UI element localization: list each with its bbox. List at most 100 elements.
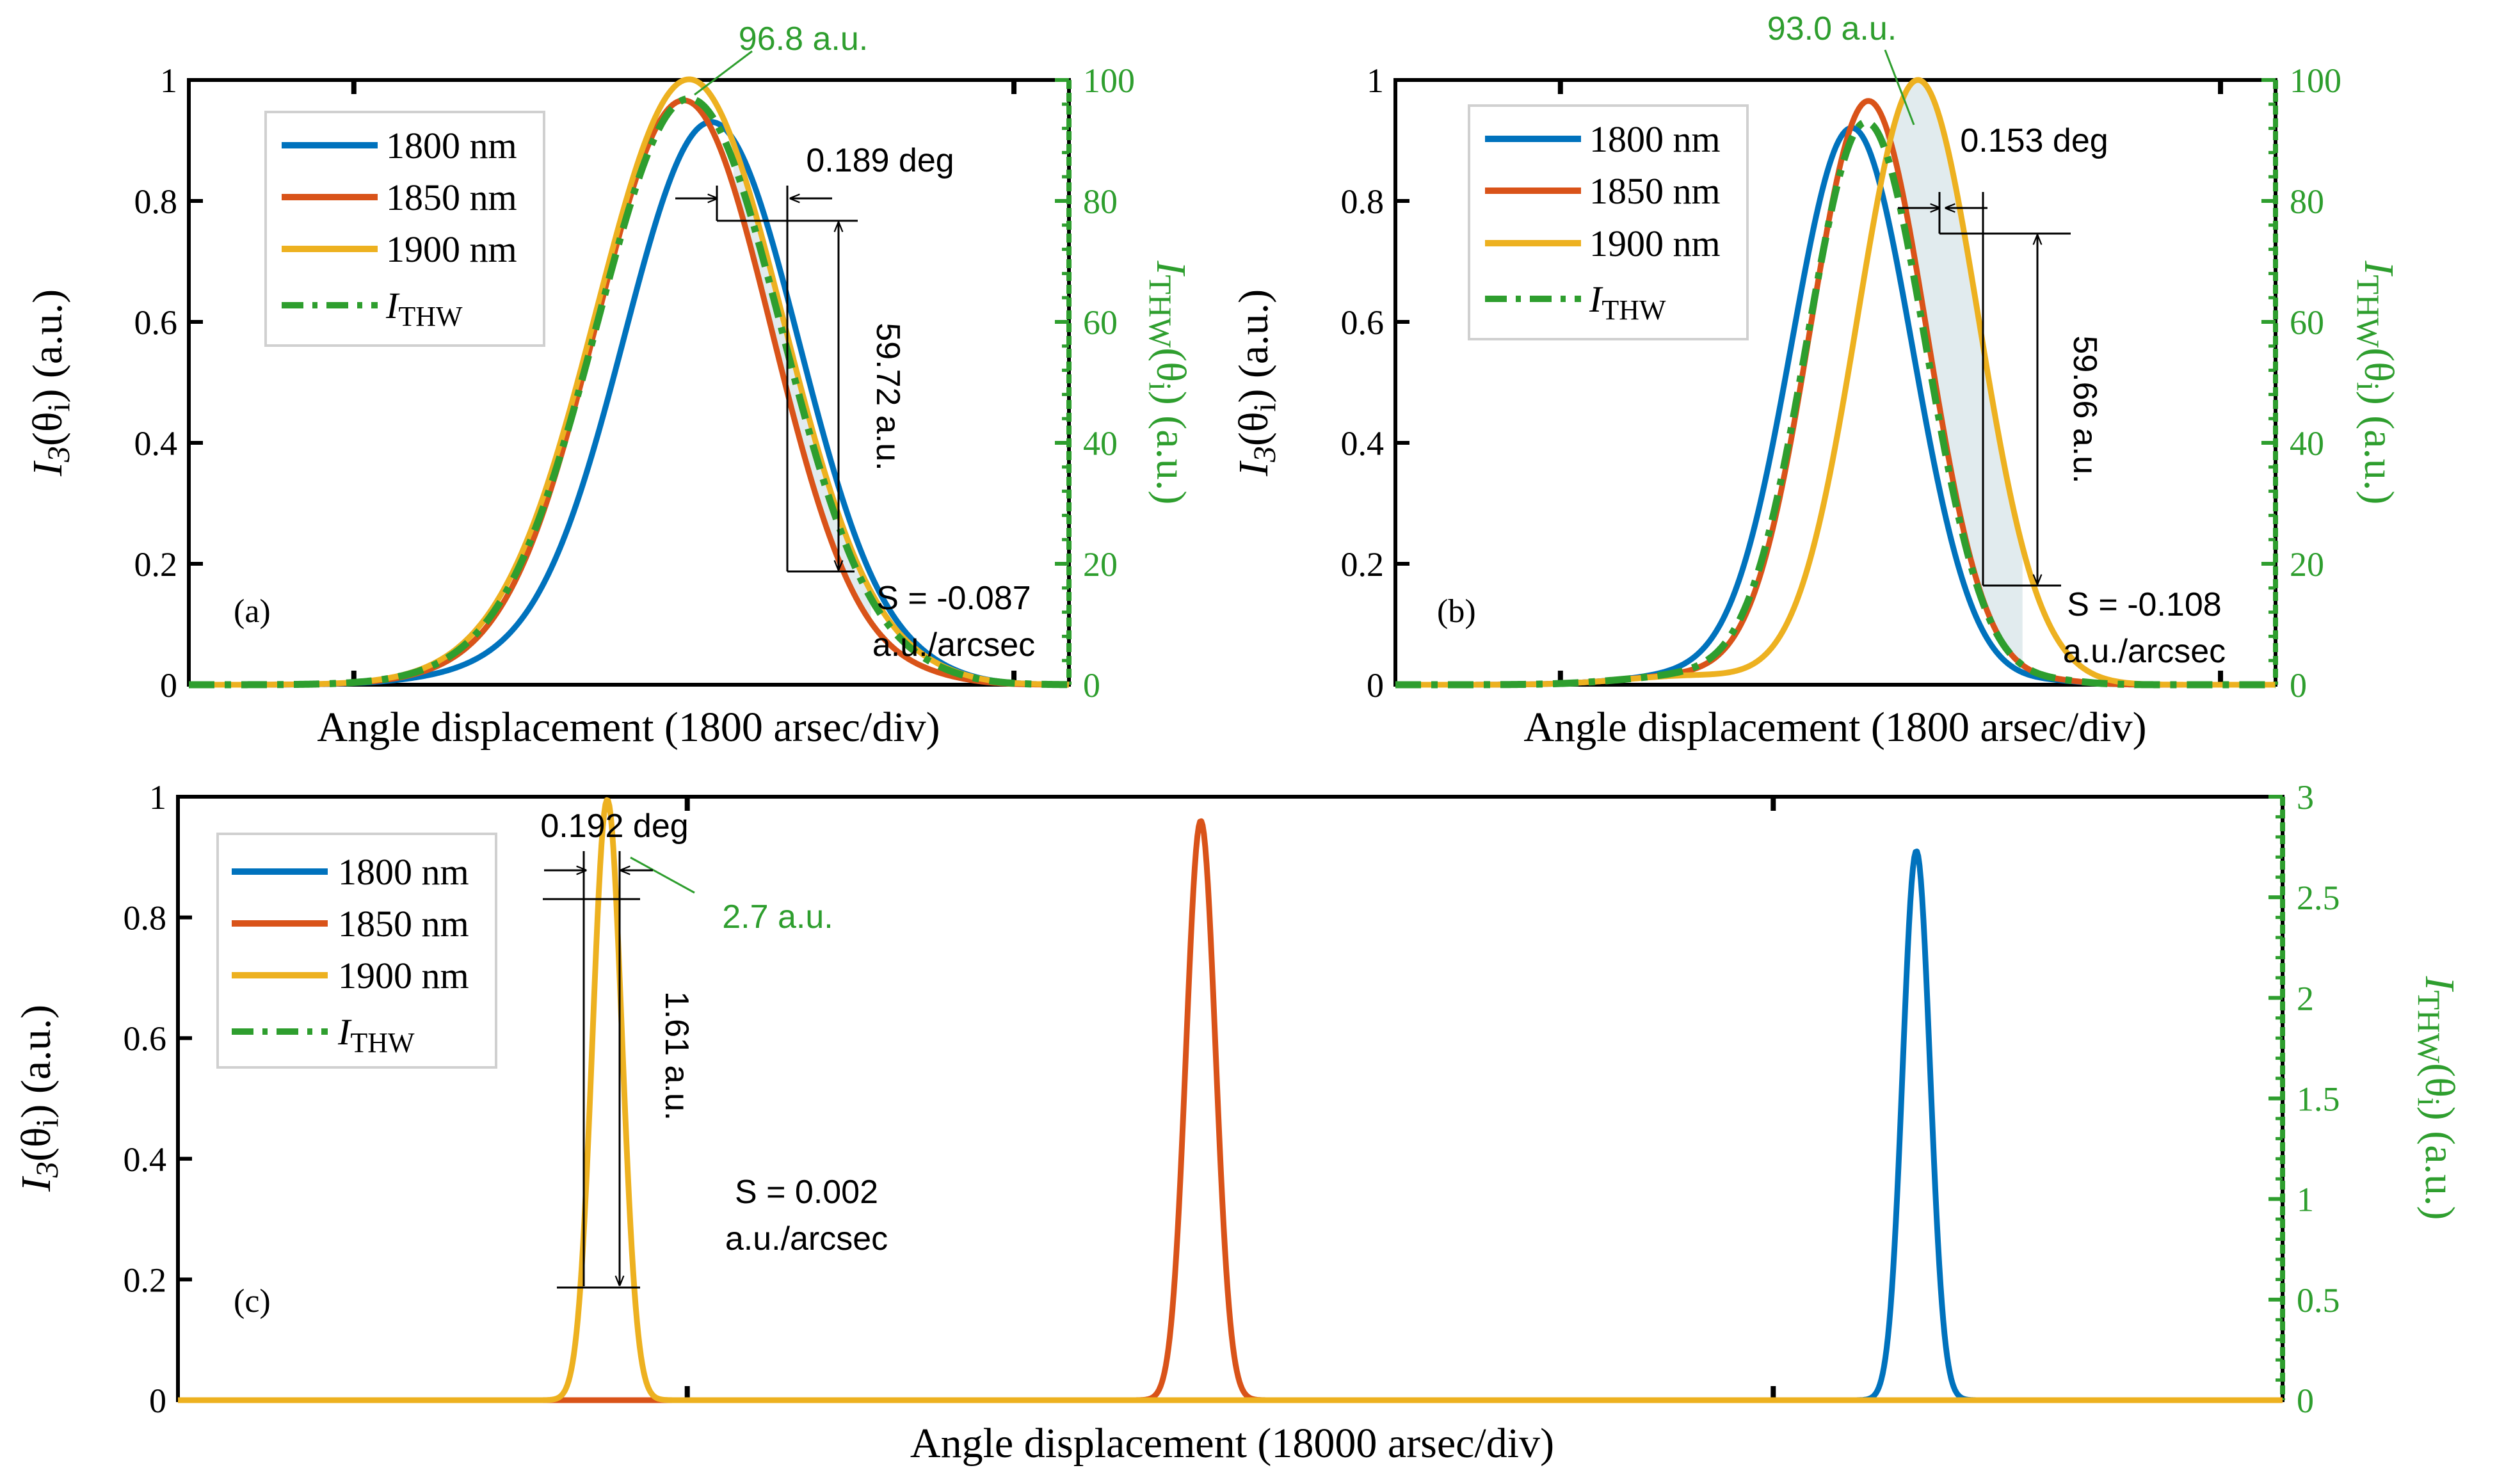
right-y-tick-label: 100 — [2290, 61, 2341, 100]
panel-label: (a) — [234, 593, 271, 630]
annotation-width: 0.153 deg — [1898, 122, 2108, 586]
left-y-tick-label: 0.4 — [124, 1140, 167, 1179]
legend: 1800 nm 1850 nm 1900 nm ITHW — [1468, 104, 1749, 340]
legend-label-1800: 1800 nm — [386, 125, 517, 166]
panel-c: 0 0.2 0.4 0.6 0.8 1 0 0.5 1 1.5 2 2.5 3 Angle displa… — [13, 778, 2463, 1467]
left-y-tick-label: 0.6 — [134, 303, 178, 342]
legend-label-thw: ITHW — [1589, 278, 1666, 326]
legend-label-1850: 1850 nm — [1589, 170, 1721, 212]
right-y-tick-label: 1.5 — [2297, 1080, 2340, 1119]
right-y-tick-label: 0 — [2290, 666, 2307, 705]
left-y-tick-label: 0.2 — [1341, 545, 1385, 584]
annotation-peak: 2.7 a.u. — [630, 856, 833, 936]
right-y-tick-label: 20 — [2290, 545, 2324, 584]
slope-label-2: a.u./arcsec — [872, 626, 1035, 664]
series-line-ithw — [1393, 118, 2277, 689]
left-y-tick-label: 0.2 — [134, 545, 178, 584]
x-axis-label: Angle displacement (1800 arsec/div) — [317, 704, 940, 751]
legend-label-1800: 1800 nm — [1589, 118, 1721, 160]
left-y-axis-label: I3(θi) (a.u.) — [1230, 289, 1282, 477]
x-axis-label: Angle displacement (18000 arsec/div) — [910, 1420, 1554, 1467]
peak-label: 96.8 a.u. — [739, 20, 868, 58]
left-y-tick-label: 0 — [1367, 666, 1384, 705]
x-axis-label: Angle displacement (1800 arsec/div) — [1523, 704, 2146, 751]
right-y-tick-label: 80 — [1083, 182, 1118, 221]
annotation-peak: 93.0 a.u. — [1767, 10, 1915, 125]
annotation-width: 0.189 deg — [675, 142, 954, 571]
left-y-tick-label: 0.8 — [124, 899, 167, 937]
left-y-tick-label: 0.8 — [134, 182, 178, 221]
left-y-tick-label: 0.6 — [124, 1019, 167, 1058]
curves — [1393, 77, 2277, 689]
curves — [187, 76, 1071, 689]
panel-label: (b) — [1437, 593, 1476, 630]
right-y-tick-label: 2.5 — [2297, 879, 2340, 917]
left-y-tick-label: 0.6 — [1341, 303, 1385, 342]
panel-label: (c) — [234, 1283, 271, 1320]
slope-label-1: S = -0.108 — [2067, 586, 2221, 623]
legend-label-thw: ITHW — [337, 1011, 415, 1058]
left-y-tick-label: 0 — [149, 1382, 166, 1420]
legend: 1800 nm 1850 nm 1900 nm ITHW — [264, 111, 545, 347]
height-label: 1.61 a.u. — [658, 991, 695, 1121]
right-y-tick-label: 40 — [1083, 424, 1118, 463]
legend: 1800 nm 1850 nm 1900 nm ITHW — [216, 833, 497, 1069]
left-y-tick-label: 1 — [1367, 61, 1384, 100]
annotation-height: 59.72 a.u. — [717, 219, 906, 573]
slope-label-2: a.u./arcsec — [2063, 633, 2226, 670]
annotation-slope: S = -0.087 a.u./arcsec — [872, 580, 1035, 664]
right-y-tick-label: 3 — [2297, 778, 2314, 817]
axis-ticks: 0 0.2 0.4 0.6 0.8 1 0 20 40 60 80 100 — [1341, 61, 2342, 705]
left-y-tick-label: 0.8 — [1341, 182, 1385, 221]
slope-label-1: S = -0.087 — [876, 580, 1031, 617]
peak-label: 2.7 a.u. — [722, 898, 833, 936]
axis-ticks: 0 0.2 0.4 0.6 0.8 1 0 20 40 60 80 100 — [134, 61, 1136, 705]
right-y-axis-label: ITHW(θi) (a.u.) — [2350, 260, 2402, 504]
legend-box — [1468, 104, 1749, 340]
right-y-tick-label: 0 — [1083, 666, 1100, 705]
left-y-tick-label: 0 — [160, 666, 177, 705]
right-y-tick-label: 2 — [2297, 979, 2314, 1017]
series-line-1900-nm — [176, 797, 2284, 1403]
annotation-slope: S = -0.108 a.u./arcsec — [2063, 586, 2226, 670]
slope-label-1: S = 0.002 — [735, 1174, 878, 1211]
legend-label-1900: 1900 nm — [1589, 223, 1721, 264]
width-label: 0.153 deg — [1960, 122, 2108, 159]
right-y-tick-label: 60 — [1083, 303, 1118, 342]
left-y-tick-label: 0.4 — [134, 424, 178, 463]
right-y-tick-label: 60 — [2290, 303, 2324, 342]
right-y-tick-label: 0 — [2297, 1382, 2314, 1420]
left-y-tick-label: 1 — [160, 61, 177, 100]
legend-label-1800: 1800 nm — [338, 851, 469, 893]
annotation-peak: 96.8 a.u. — [694, 20, 868, 96]
right-y-tick-label: 100 — [1083, 61, 1135, 100]
difference-area — [1884, 80, 2023, 666]
slope-label-2: a.u./arcsec — [725, 1220, 888, 1257]
right-y-axis-label: ITHW(θi) (a.u.) — [1143, 260, 1194, 504]
right-y-tick-label: 0.5 — [2297, 1281, 2340, 1320]
legend-label-1850: 1850 nm — [386, 177, 517, 218]
right-y-tick-label: 80 — [2290, 182, 2324, 221]
series-line-ithw — [187, 95, 1071, 689]
height-label: 59.72 a.u. — [869, 323, 906, 470]
annotation-slope: S = 0.002 a.u./arcsec — [725, 1174, 888, 1257]
height-label: 59.66 a.u. — [2066, 335, 2103, 483]
panel-a: 0 0.2 0.4 0.6 0.8 1 0 20 40 60 80 100 Angle displac… — [24, 20, 1194, 751]
legend-label-thw: ITHW — [385, 285, 463, 332]
left-y-tick-label: 0.2 — [124, 1261, 167, 1299]
legend-box — [264, 111, 545, 347]
width-label: 0.192 deg — [540, 808, 688, 845]
annotation-height: 1.61 a.u. — [543, 898, 695, 1289]
right-y-tick-label: 1 — [2297, 1181, 2314, 1219]
width-label: 0.189 deg — [806, 142, 954, 179]
legend-label-1900: 1900 nm — [386, 228, 517, 270]
peak-label: 93.0 a.u. — [1767, 10, 1897, 47]
difference-shading — [1884, 80, 2023, 666]
left-y-axis-label: I3(θi) (a.u.) — [13, 1005, 65, 1192]
left-y-axis-label: I3(θi) (a.u.) — [24, 289, 76, 477]
right-y-tick-label: 20 — [1083, 545, 1118, 584]
annotation-height: 59.66 a.u. — [1939, 232, 2103, 587]
right-y-axis-label: ITHW(θi) (a.u.) — [2411, 975, 2463, 1220]
annotation-width: 0.192 deg — [540, 808, 689, 1286]
